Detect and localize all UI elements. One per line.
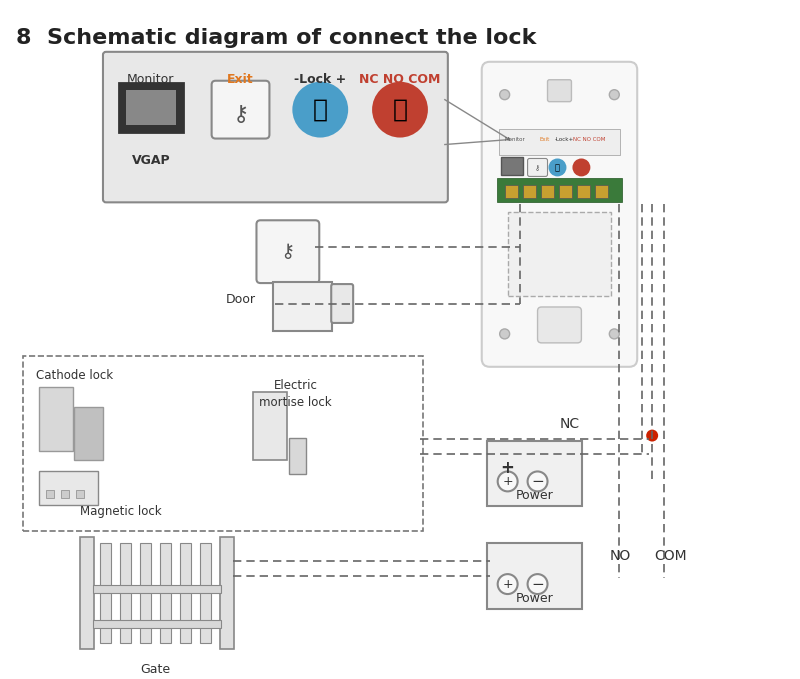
FancyBboxPatch shape bbox=[212, 81, 270, 139]
Text: NC: NC bbox=[559, 417, 580, 430]
FancyBboxPatch shape bbox=[331, 284, 353, 323]
FancyBboxPatch shape bbox=[126, 90, 176, 124]
Text: +: + bbox=[501, 460, 514, 477]
FancyBboxPatch shape bbox=[101, 543, 111, 644]
FancyBboxPatch shape bbox=[523, 185, 536, 198]
FancyBboxPatch shape bbox=[39, 471, 98, 505]
FancyBboxPatch shape bbox=[121, 543, 131, 644]
Circle shape bbox=[573, 158, 590, 177]
Text: ⚷: ⚷ bbox=[280, 242, 294, 261]
Text: Gate: Gate bbox=[141, 663, 171, 676]
Circle shape bbox=[500, 90, 510, 100]
FancyBboxPatch shape bbox=[505, 185, 518, 198]
FancyBboxPatch shape bbox=[508, 213, 611, 296]
Text: VGAP: VGAP bbox=[131, 155, 170, 168]
FancyBboxPatch shape bbox=[61, 490, 69, 498]
FancyBboxPatch shape bbox=[527, 158, 547, 177]
Text: Power: Power bbox=[516, 591, 554, 604]
FancyBboxPatch shape bbox=[274, 282, 332, 331]
Circle shape bbox=[372, 81, 428, 138]
FancyBboxPatch shape bbox=[219, 537, 234, 649]
Text: 🔑: 🔑 bbox=[313, 98, 328, 122]
FancyBboxPatch shape bbox=[486, 543, 582, 609]
FancyBboxPatch shape bbox=[538, 307, 582, 343]
Text: Door: Door bbox=[226, 293, 255, 306]
Text: Exit: Exit bbox=[227, 73, 254, 86]
FancyBboxPatch shape bbox=[39, 387, 73, 451]
FancyBboxPatch shape bbox=[93, 585, 221, 593]
Circle shape bbox=[498, 574, 518, 594]
FancyBboxPatch shape bbox=[497, 179, 622, 202]
Text: +: + bbox=[502, 475, 513, 488]
FancyBboxPatch shape bbox=[200, 543, 211, 644]
Text: 🔑: 🔑 bbox=[555, 163, 560, 172]
Text: NO: NO bbox=[610, 549, 630, 563]
Text: NC NO COM: NC NO COM bbox=[359, 73, 441, 86]
FancyBboxPatch shape bbox=[74, 407, 103, 460]
FancyBboxPatch shape bbox=[180, 543, 191, 644]
Text: −: − bbox=[531, 474, 544, 489]
FancyBboxPatch shape bbox=[76, 490, 84, 498]
FancyBboxPatch shape bbox=[482, 62, 638, 367]
Text: ⚷: ⚷ bbox=[535, 164, 540, 170]
Text: Magnetic lock: Magnetic lock bbox=[80, 505, 162, 518]
Circle shape bbox=[500, 329, 510, 339]
FancyBboxPatch shape bbox=[559, 185, 572, 198]
FancyBboxPatch shape bbox=[541, 185, 554, 198]
Text: 🚪: 🚪 bbox=[393, 98, 407, 122]
Text: COM: COM bbox=[654, 549, 686, 563]
FancyBboxPatch shape bbox=[140, 543, 151, 644]
Text: Monitor: Monitor bbox=[127, 73, 174, 86]
Text: -Lock+: -Lock+ bbox=[555, 137, 574, 142]
Circle shape bbox=[610, 90, 619, 100]
FancyBboxPatch shape bbox=[290, 437, 306, 475]
Text: ⚷: ⚷ bbox=[232, 105, 249, 125]
Circle shape bbox=[498, 471, 518, 492]
FancyBboxPatch shape bbox=[577, 185, 590, 198]
Text: NC NO COM: NC NO COM bbox=[573, 137, 606, 142]
FancyBboxPatch shape bbox=[501, 158, 522, 175]
FancyBboxPatch shape bbox=[93, 620, 221, 628]
FancyBboxPatch shape bbox=[254, 392, 287, 460]
Text: Electric
mortise lock: Electric mortise lock bbox=[259, 379, 332, 409]
FancyBboxPatch shape bbox=[80, 537, 94, 649]
Text: Power: Power bbox=[516, 489, 554, 502]
FancyBboxPatch shape bbox=[160, 543, 171, 644]
FancyBboxPatch shape bbox=[595, 185, 608, 198]
FancyBboxPatch shape bbox=[46, 490, 54, 498]
FancyBboxPatch shape bbox=[119, 83, 182, 132]
Circle shape bbox=[646, 430, 658, 441]
Text: −: − bbox=[531, 576, 544, 591]
Text: Monitor: Monitor bbox=[504, 137, 525, 142]
Text: -Lock +: -Lock + bbox=[294, 73, 346, 86]
FancyBboxPatch shape bbox=[257, 220, 319, 283]
Circle shape bbox=[527, 574, 547, 594]
FancyBboxPatch shape bbox=[486, 441, 582, 507]
FancyBboxPatch shape bbox=[547, 79, 571, 102]
Circle shape bbox=[527, 471, 547, 492]
FancyBboxPatch shape bbox=[103, 52, 448, 202]
Text: Cathode lock: Cathode lock bbox=[36, 369, 114, 382]
Text: +: + bbox=[502, 578, 513, 591]
Circle shape bbox=[549, 158, 566, 177]
Circle shape bbox=[292, 81, 348, 138]
Text: 8  Schematic diagram of connect the lock: 8 Schematic diagram of connect the lock bbox=[16, 28, 537, 48]
Circle shape bbox=[610, 329, 619, 339]
FancyBboxPatch shape bbox=[498, 128, 620, 155]
Text: Exit: Exit bbox=[539, 137, 550, 142]
